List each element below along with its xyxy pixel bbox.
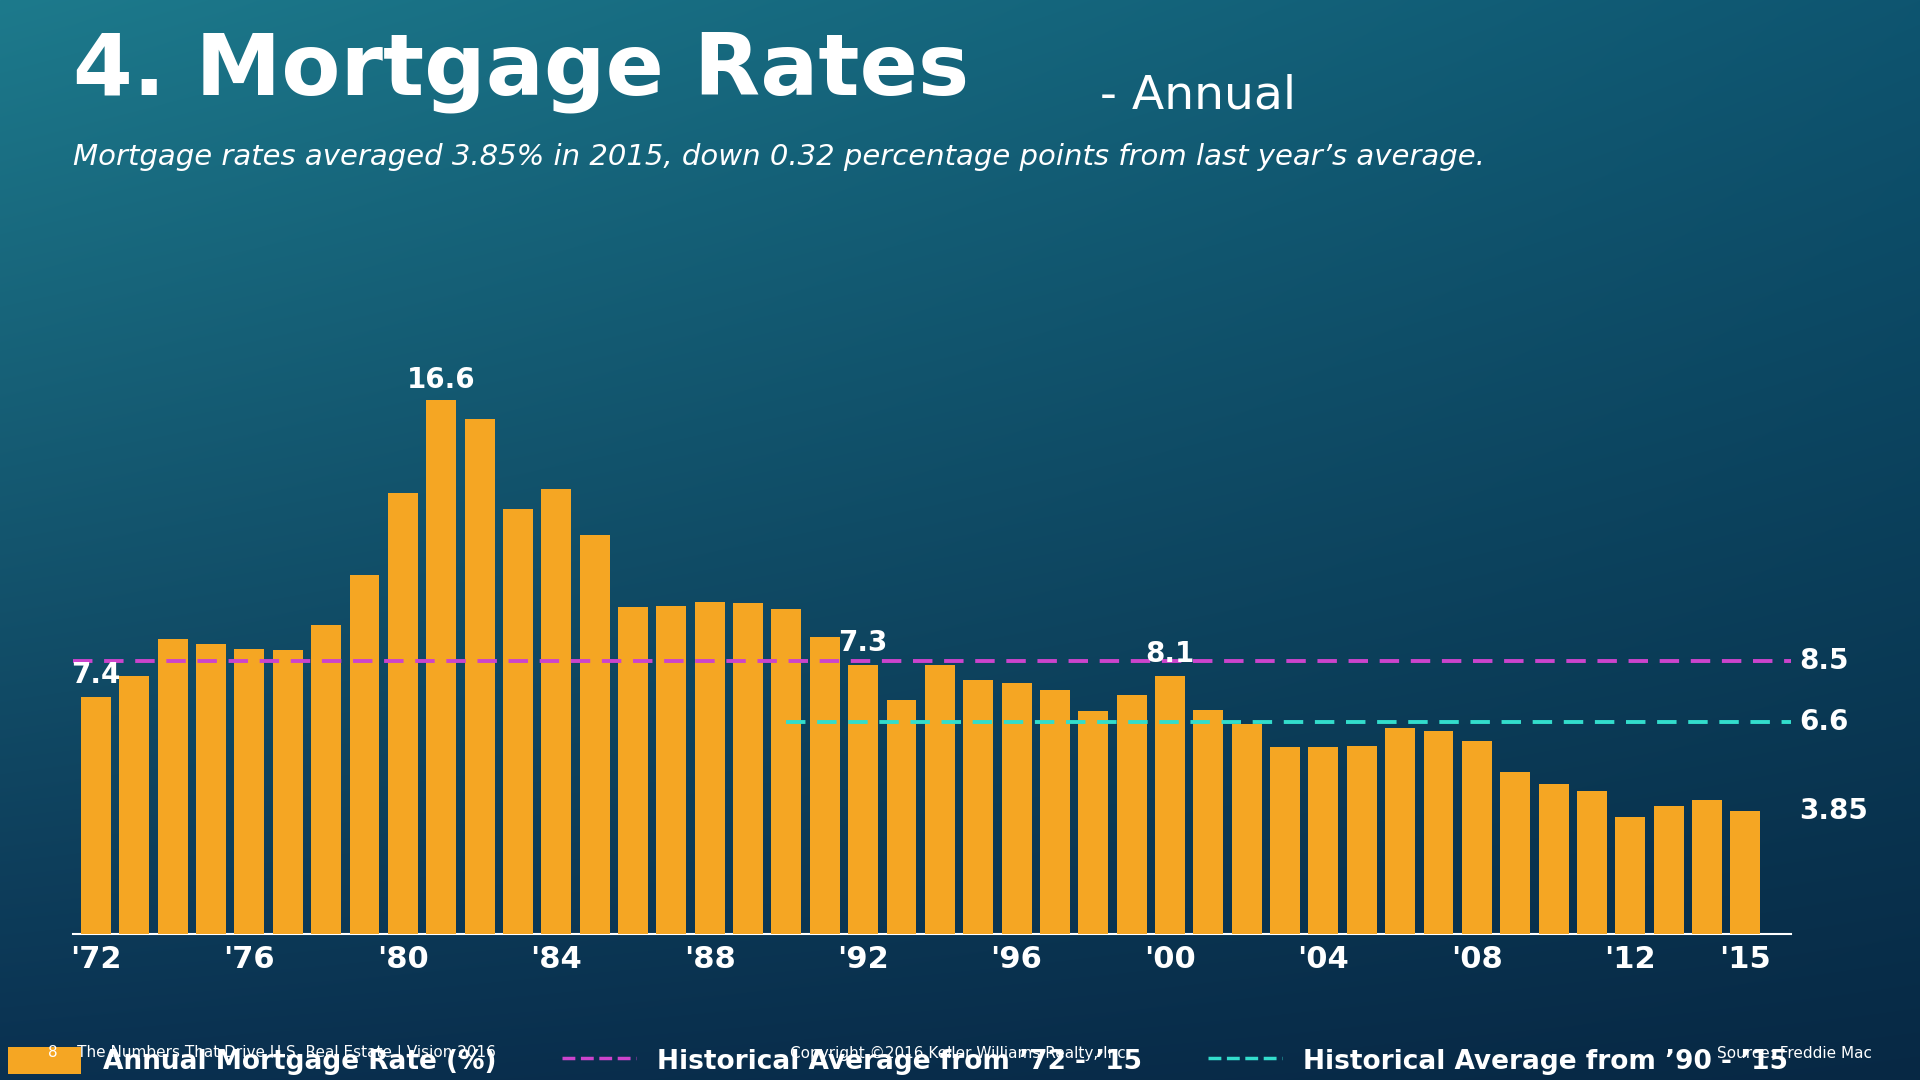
Bar bbox=[618, 607, 647, 934]
Bar bbox=[119, 676, 150, 934]
Legend: Annual Mortgage Rate (%), Historical Average from ’72 - ’15, Historical Average : Annual Mortgage Rate (%), Historical Ave… bbox=[0, 1036, 1799, 1080]
Bar bbox=[1538, 784, 1569, 934]
Text: Copyright ©2016 Keller Williams Realty, Inc.: Copyright ©2016 Keller Williams Realty, … bbox=[789, 1045, 1131, 1061]
Bar bbox=[388, 494, 419, 934]
Bar bbox=[1730, 811, 1761, 934]
Bar bbox=[1041, 690, 1069, 934]
Bar bbox=[887, 700, 916, 934]
Text: Mortgage rates averaged 3.85% in 2015, down 0.32 percentage points from last yea: Mortgage rates averaged 3.85% in 2015, d… bbox=[73, 143, 1484, 171]
Bar bbox=[465, 419, 495, 934]
Text: 7.3: 7.3 bbox=[839, 629, 887, 657]
Text: 7.4: 7.4 bbox=[71, 661, 121, 689]
Bar bbox=[541, 488, 572, 934]
Bar bbox=[695, 603, 724, 934]
Bar bbox=[1384, 728, 1415, 934]
Bar bbox=[849, 665, 877, 934]
Bar bbox=[234, 649, 265, 934]
Bar bbox=[1117, 696, 1146, 934]
Bar bbox=[273, 650, 303, 934]
Text: 8.1: 8.1 bbox=[1146, 639, 1194, 667]
Text: Source: Freddie Mac: Source: Freddie Mac bbox=[1716, 1045, 1872, 1061]
Bar bbox=[1423, 731, 1453, 934]
Bar bbox=[349, 575, 380, 934]
Bar bbox=[964, 679, 993, 934]
Text: 8    The Numbers That Drive U.S. Real Estate | Vision 2016: 8 The Numbers That Drive U.S. Real Estat… bbox=[48, 1044, 495, 1061]
Bar bbox=[1079, 712, 1108, 934]
Bar bbox=[580, 536, 609, 934]
Bar bbox=[1233, 725, 1261, 934]
Bar bbox=[1308, 746, 1338, 934]
Bar bbox=[1461, 741, 1492, 934]
Bar bbox=[733, 603, 762, 934]
Bar bbox=[1271, 747, 1300, 934]
Bar bbox=[311, 624, 342, 934]
Bar bbox=[1346, 746, 1377, 934]
Bar bbox=[1615, 816, 1645, 934]
Bar bbox=[1500, 772, 1530, 934]
Bar bbox=[1576, 792, 1607, 934]
Text: 4. Mortgage Rates: 4. Mortgage Rates bbox=[73, 30, 970, 113]
Text: 6.6: 6.6 bbox=[1799, 708, 1849, 737]
Bar bbox=[657, 607, 685, 934]
Bar bbox=[157, 639, 188, 934]
Bar bbox=[1653, 807, 1684, 934]
Text: 8.5: 8.5 bbox=[1799, 647, 1849, 675]
Bar bbox=[503, 509, 534, 934]
Bar bbox=[1156, 676, 1185, 934]
Bar bbox=[1692, 800, 1722, 934]
Text: - Annual: - Annual bbox=[1085, 73, 1296, 119]
Bar bbox=[81, 698, 111, 934]
Text: 16.6: 16.6 bbox=[407, 366, 476, 394]
Bar bbox=[810, 637, 839, 934]
Bar bbox=[1002, 684, 1031, 934]
Bar bbox=[925, 665, 954, 934]
Bar bbox=[196, 644, 227, 934]
Bar bbox=[772, 609, 801, 934]
Bar bbox=[426, 401, 457, 934]
Bar bbox=[1194, 711, 1223, 934]
Text: 3.85: 3.85 bbox=[1799, 797, 1868, 825]
